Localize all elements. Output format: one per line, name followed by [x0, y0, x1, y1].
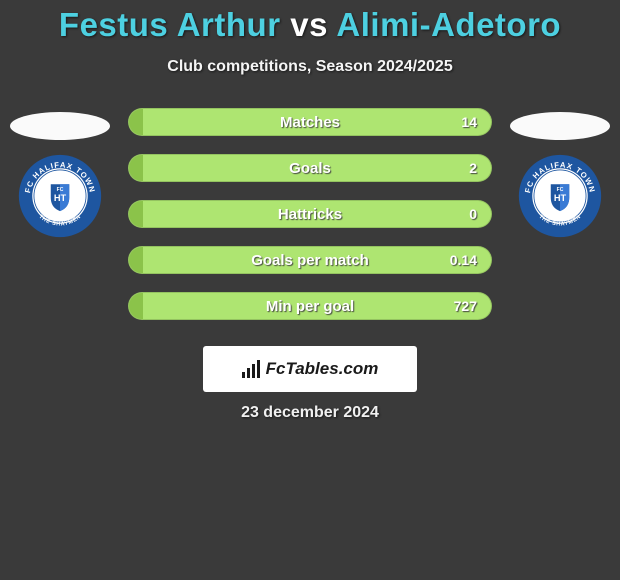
chart-icon: [242, 360, 260, 378]
stat-label: Matches: [129, 114, 491, 131]
source-logo: FcTables.com: [203, 346, 417, 392]
stat-bar: Hattricks0: [128, 200, 492, 228]
stat-value: 0: [469, 206, 477, 222]
player2-name: Alimi-Adetoro: [336, 6, 561, 43]
stat-bar: Matches14: [128, 108, 492, 136]
svg-text:HT: HT: [54, 193, 67, 203]
right-player-col: FC HALIFAX TOWN THE SHAYMEN HT FC: [500, 108, 620, 238]
stat-bar: Goals2: [128, 154, 492, 182]
snapshot-date: 23 december 2024: [0, 404, 620, 422]
vs-text: vs: [290, 6, 328, 43]
stat-label: Min per goal: [129, 298, 491, 315]
svg-text:FC: FC: [557, 187, 564, 193]
player1-photo-placeholder: [10, 112, 110, 140]
stat-value: 2: [469, 160, 477, 176]
stat-bar: Min per goal727: [128, 292, 492, 320]
comparison-widget: Festus Arthur vs Alimi-Adetoro Club comp…: [0, 0, 620, 422]
stats-column: Matches14 Goals2 Hattricks0 Goals per match…: [120, 108, 500, 320]
player1-name: Festus Arthur: [59, 6, 281, 43]
svg-text:FC: FC: [57, 187, 64, 193]
stat-value: 14: [461, 114, 477, 130]
stat-label: Goals: [129, 160, 491, 177]
stat-label: Goals per match: [129, 252, 491, 269]
stat-value: 0.14: [450, 252, 477, 268]
player2-club-badge: FC HALIFAX TOWN THE SHAYMEN HT FC: [518, 154, 602, 238]
stat-label: Hattricks: [129, 206, 491, 223]
player1-club-badge: FC HALIFAX TOWN THE SHAYMEN HT FC: [18, 154, 102, 238]
subtitle: Club competitions, Season 2024/2025: [0, 58, 620, 76]
page-title: Festus Arthur vs Alimi-Adetoro: [0, 6, 620, 44]
stat-value: 727: [454, 298, 477, 314]
stat-bar: Goals per match0.14: [128, 246, 492, 274]
player2-photo-placeholder: [510, 112, 610, 140]
left-player-col: FC HALIFAX TOWN THE SHAYMEN HT FC: [0, 108, 120, 238]
source-logo-text: FcTables.com: [266, 359, 379, 379]
main-row: FC HALIFAX TOWN THE SHAYMEN HT FC Matche…: [0, 108, 620, 320]
svg-text:HT: HT: [554, 193, 567, 203]
